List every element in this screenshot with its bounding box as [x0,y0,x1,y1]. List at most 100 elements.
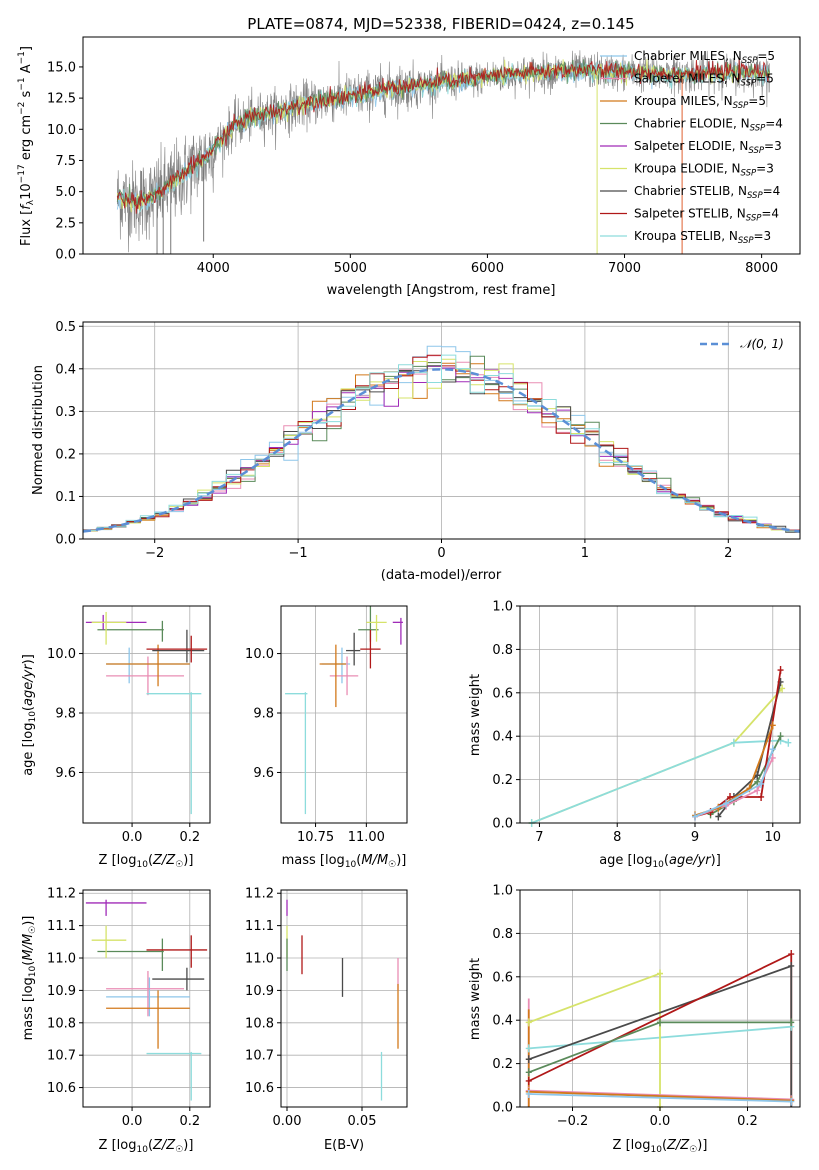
x-tick-label: 2 [724,546,732,561]
y-tick-label: 10.0 [47,123,76,138]
mass-weight-line [528,1089,792,1101]
y-tick-label: 0.8 [492,927,513,942]
x-tick-label: 0.0 [122,1114,143,1129]
x-tick-label: 0.00 [273,1114,302,1129]
y-tick-label: 10.9 [245,984,274,999]
mass-vs-z-axes-frame [82,889,211,1108]
x-tick-label: 4000 [197,261,230,276]
y-tick-label: 7.5 [55,154,76,169]
legend-label: Kroupa ELODIE, NSSP=3 [634,162,774,179]
y-tick-label: 15.0 [47,60,76,75]
y-tick-label: 9.8 [55,707,76,722]
weight-vs-age-ylabel: mass weight [468,674,483,756]
y-tick-label: 10.6 [47,1081,76,1096]
spectrum-ylabel: Flux [fλ10−17 erg cm−2 s−1 A−1] [17,46,36,246]
y-tick-label: 10.8 [47,1016,76,1031]
spectrum-axes-frame [82,36,801,255]
mass-weight-marker [525,1055,532,1064]
weight-vs-z-panel: −0.2 0.0 0.2 0.0 0.2 0.4 0.6 0.8 1.0 Z [log10(Z/… [468,884,801,1155]
age-vs-mass-panel: 10.75 11.00 9.6 9.8 10.0 mass [log10(M/M☉)] [245,605,408,870]
x-tick-label: 10 [765,830,782,845]
y-tick-label: 10.8 [245,1016,274,1031]
mass-vs-ebv-axes-frame [280,889,408,1108]
mass-weight-marker [715,812,722,821]
x-tick-label: −2 [145,546,164,561]
mass-weight-marker [788,1018,795,1027]
weight-vs-age-axes-frame [519,605,801,824]
x-tick-label: 6000 [471,261,504,276]
legend-label: Chabrier MILES, NSSP=5 [634,49,775,66]
x-tick-label: 9 [691,830,699,845]
y-tick-label: 9.6 [55,766,76,781]
age-vs-z-ylabel: age [log10(age/yr)] [21,654,38,776]
residual-histogram-step [83,354,800,532]
x-tick-label: 7000 [608,261,641,276]
y-tick-label: 9.6 [253,766,274,781]
mass-weight-marker [657,1018,663,1027]
legend-label: Kroupa MILES, NSSP=5 [634,94,766,111]
age-vs-z-panel: 0.0 0.2 9.6 9.8 10.0 Z [log10(Z/Z☉)] age [lo… [21,605,211,870]
mass-weight-marker [754,786,761,795]
legend-label: Chabrier ELODIE, NSSP=4 [634,117,783,134]
mass-vs-ebv-panel: 0.00 0.05 10.6 10.7 10.8 10.9 11.0 11.1 11.2 E(B… [245,887,408,1153]
mass-weight-marker [779,684,786,693]
mass-weight-marker [525,1044,532,1053]
y-tick-label: 5.0 [55,185,76,200]
mass-weight-line [531,687,783,824]
age-vs-mass-xlabel: mass [log10(M/M☉)] [282,853,407,870]
x-tick-label: 0.0 [650,1114,671,1129]
y-tick-label: 11.0 [47,952,76,967]
y-tick-label: 0.4 [492,1014,513,1029]
mass-weight-line [528,965,792,1061]
spectrum-panel: 4000 5000 6000 7000 8000 0.0 2.5 5.0 7.5 10.0 12.5… [17,36,801,298]
mass-weight-marker [692,812,698,821]
mass-weight-marker [777,732,784,741]
y-tick-label: 10.6 [245,1081,274,1096]
x-tick-label: 0.2 [179,1114,200,1129]
y-tick-label: 0.2 [55,447,76,462]
x-tick-label: −0.2 [557,1114,589,1129]
y-tick-label: 0.4 [492,730,513,745]
y-tick-label: 0.8 [492,643,513,658]
weight-vs-z-xlabel: Z [log10(Z/Z☉)] [613,1138,708,1155]
y-tick-label: 0.1 [55,490,76,505]
x-tick-label: 1 [581,546,589,561]
legend-label: Salpeter MILES, NSSP=5 [634,72,774,89]
mass-weight-marker [777,666,784,675]
mass-weight-line [531,739,789,824]
mass-weight-line [528,1090,792,1102]
spectrum-legend: Chabrier MILES, NSSP=5 Salpeter MILES, NS… [600,49,783,246]
x-tick-label: 5000 [334,261,367,276]
mass-weight-marker [754,771,761,780]
mass-vs-z-ylabel: mass [log10(M/M☉)] [21,916,38,1041]
y-tick-label: 0.3 [55,405,76,420]
mass-weight-marker [525,1089,532,1098]
mass-vs-ebv-xlabel: E(B-V) [324,1138,364,1153]
mass-weight-marker [730,738,737,747]
x-tick-label: −1 [289,546,308,561]
y-tick-label: 0.0 [55,248,76,263]
mass-vs-z-xlabel: Z [log10(Z/Z☉)] [99,1138,194,1155]
legend-label: Salpeter ELODIE, NSSP=3 [634,139,782,156]
y-tick-label: 0.0 [492,817,513,832]
x-tick-label: 0.05 [348,1114,377,1129]
mass-weight-marker [525,1068,532,1077]
mass-weight-marker [785,738,792,747]
mass-weight-marker [788,961,795,970]
weight-vs-age-panel: 7 8 9 10 0.0 0.2 0.4 0.6 0.8 1.0 age [log10(age/y… [468,600,801,870]
mass-weight-marker [657,969,663,978]
y-tick-label: 0.0 [55,533,76,548]
y-tick-label: 11.1 [47,919,76,934]
model-spectrum-line [116,57,770,214]
x-tick-label: 0.2 [179,830,200,845]
y-tick-label: 11.2 [245,887,274,902]
mass-weight-line [694,748,774,818]
y-tick-label: 10.9 [47,984,76,999]
residual-legend: 𝒩(0, 1) [700,337,784,351]
y-tick-label: 10.7 [47,1049,76,1064]
mass-weight-marker [788,950,795,959]
y-tick-label: 0.2 [492,1057,513,1072]
mass-weight-marker [758,779,765,788]
legend-label: Kroupa STELIB, NSSP=3 [634,229,771,246]
